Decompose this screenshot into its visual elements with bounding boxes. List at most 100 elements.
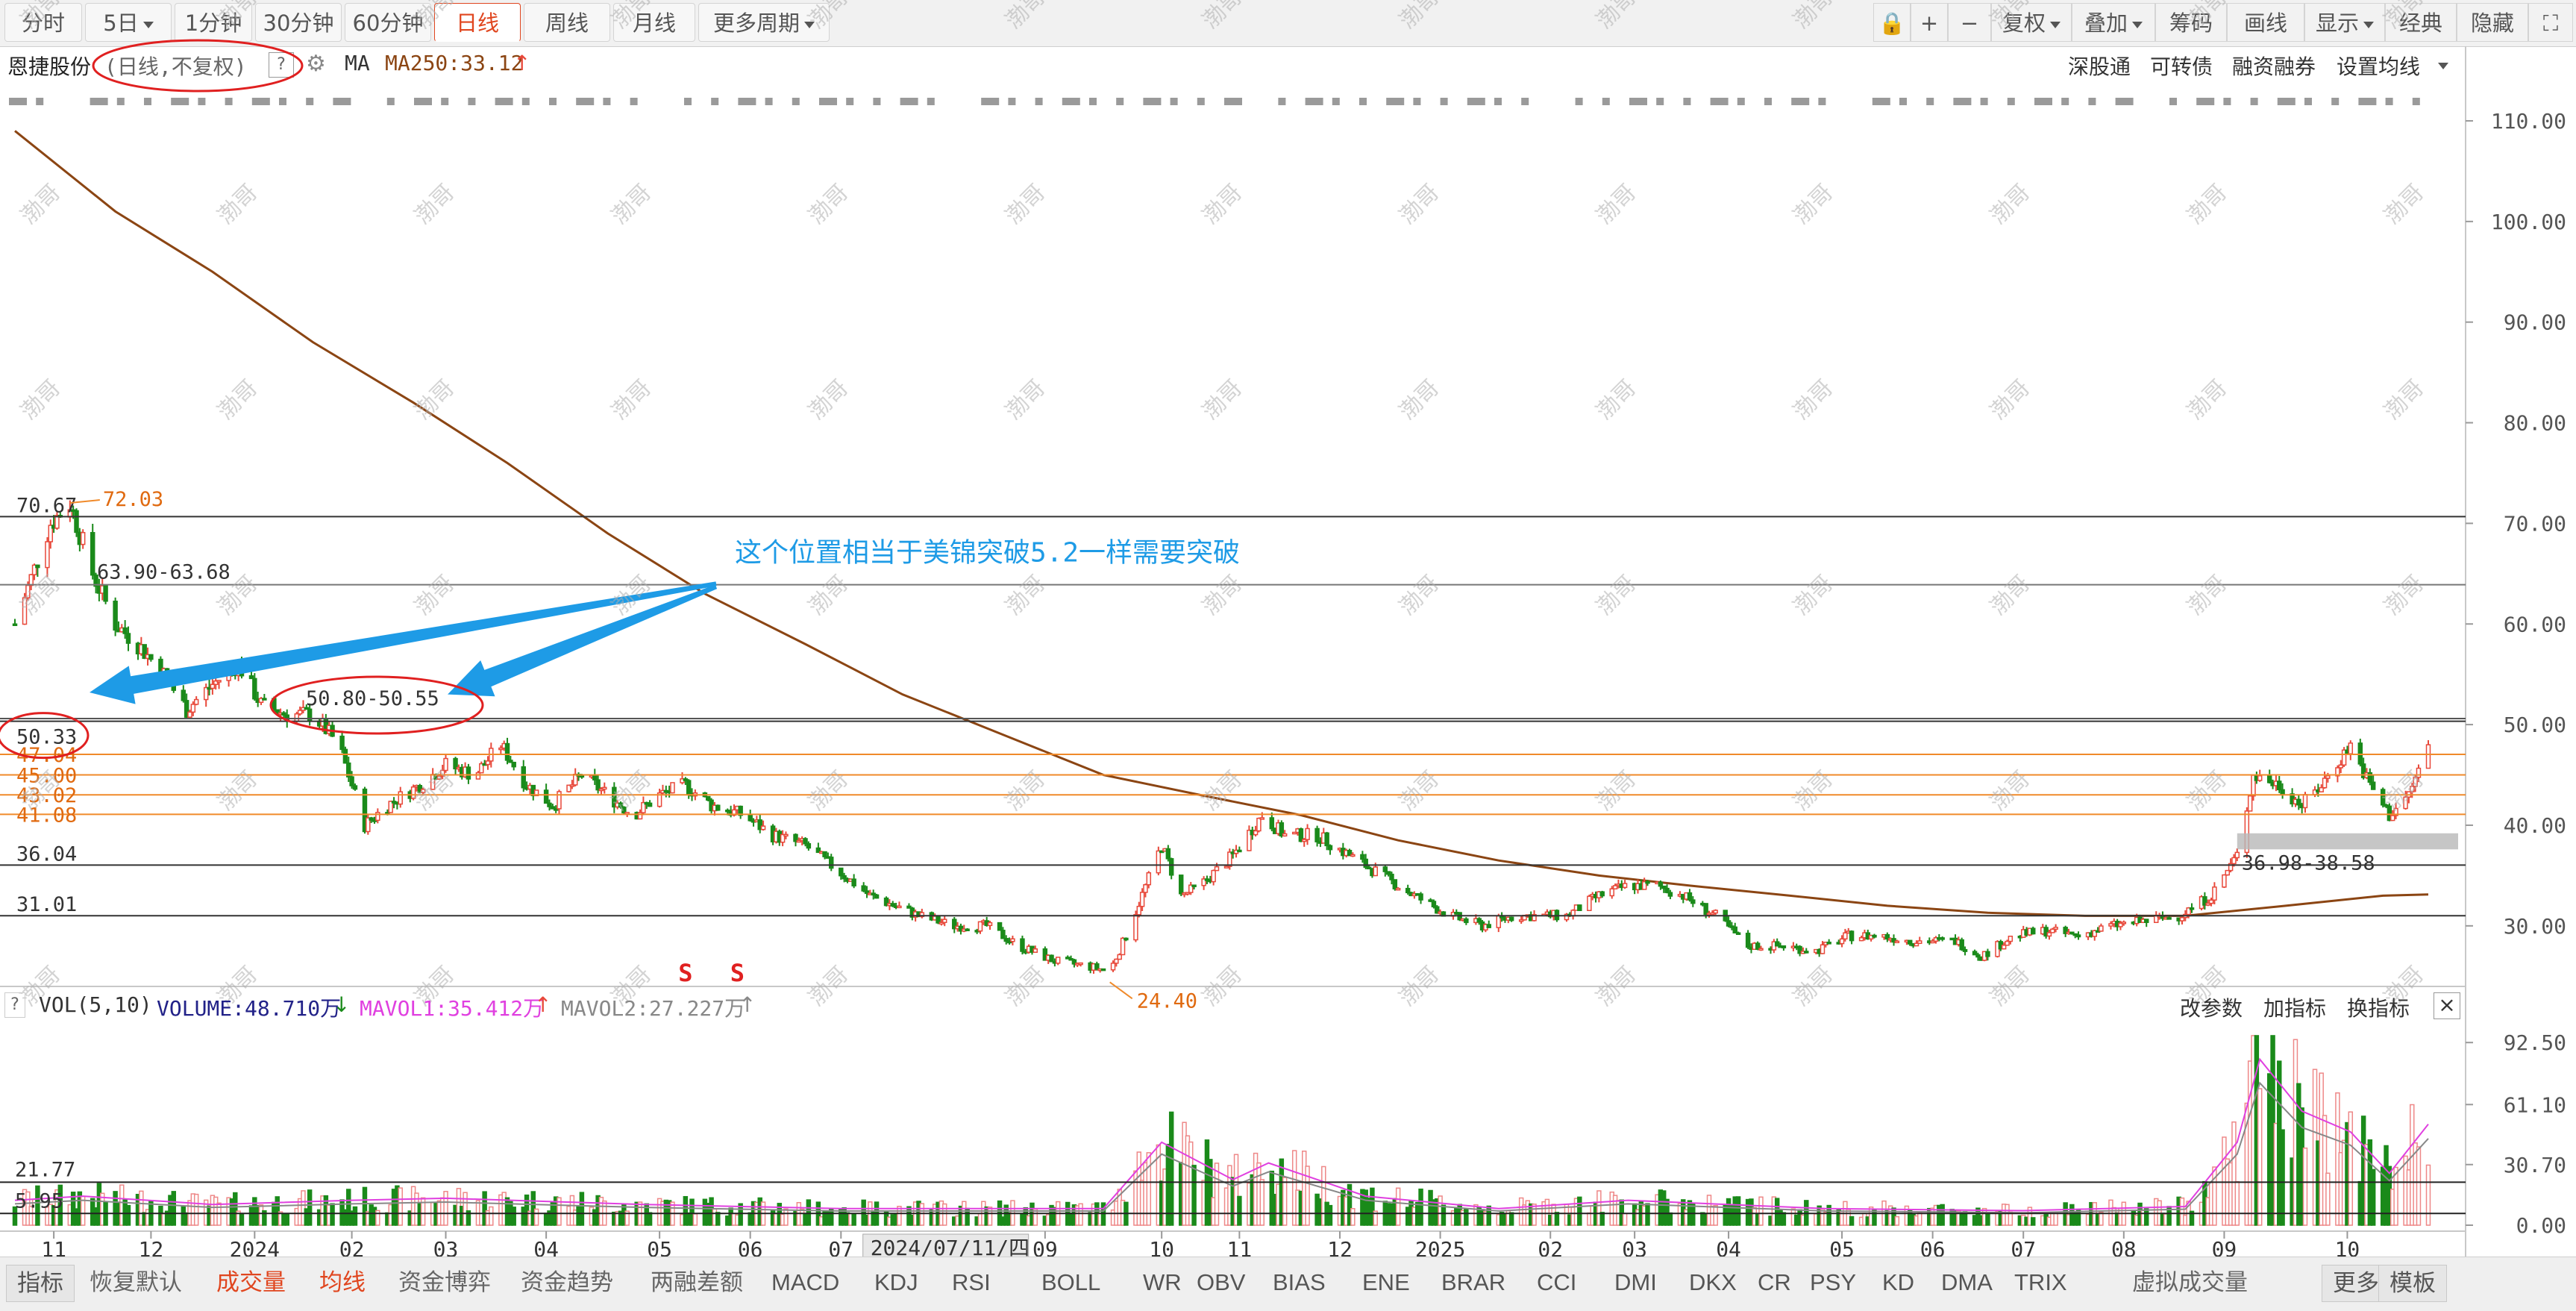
period-tab-1[interactable]: 5日 [85,3,172,42]
period-tab-2[interactable]: 1分钟 [175,3,252,42]
indicator-tab-10[interactable]: BOLL [1041,1269,1101,1295]
indicator-tab-9[interactable]: RSI [952,1269,991,1295]
volume-bar [624,1210,630,1226]
vol-action-3[interactable]: × [2434,992,2460,1019]
toolbar-right-3[interactable]: 复权 [1991,3,2072,42]
toolbar-right-8[interactable]: 经典 [2385,3,2457,42]
indicator-tab-21[interactable]: KD [1882,1269,1915,1295]
indicator-tab-4[interactable]: 资金博弈 [398,1269,491,1296]
period-tab-0[interactable]: 分时 [4,3,82,42]
link-0[interactable]: 深股通 [2068,54,2131,79]
toolbar-right-7[interactable]: 显示 [2304,3,2385,42]
candle-body [1269,817,1275,830]
help-icon[interactable]: ? [269,52,294,78]
indicator-tab-2[interactable]: 成交量 [216,1269,286,1296]
candle-body [1003,938,1009,942]
price-tick-label: 100.00 [2491,210,2566,234]
toolbar-right-6[interactable]: 画线 [2227,3,2304,42]
indicator-tab-11[interactable]: WR [1143,1269,1182,1295]
period-tab-7[interactable]: 月线 [613,3,695,42]
candle-body [1486,924,1491,928]
indicator-tab-15[interactable]: BRAR [1441,1269,1506,1295]
link-2[interactable]: 融资融券 [2232,54,2316,79]
indicator-tab-16[interactable]: CCI [1537,1269,1577,1295]
indicator-tab-17[interactable]: DMI [1614,1269,1657,1295]
volume-bar [783,1208,789,1226]
indicator-tab-7[interactable]: MACD [771,1269,840,1295]
indicator-tab-24[interactable]: 虚拟成交量 [2132,1269,2248,1296]
candle-body [2043,927,2049,937]
candle-body [647,802,653,807]
indicator-tab-14[interactable]: ENE [1362,1269,1410,1295]
volume-bar [489,1206,494,1226]
candle-body [498,747,504,751]
indicator-tab-13[interactable]: BIAS [1273,1269,1326,1295]
vol-action-0[interactable]: 改参数 [2180,996,2243,1021]
candle-body [346,762,351,777]
indicator-tab-19[interactable]: CR [1758,1269,1791,1295]
ma250-value: MA250:33.12 [385,51,524,75]
candle-body [738,805,743,816]
period-tab-8[interactable]: 更多周期 [698,3,830,42]
watermark-text: 渤哥 [1197,375,1247,425]
watermark-text: 渤哥 [2182,570,2232,620]
indicator-tab-12[interactable]: OBV [1197,1269,1246,1295]
candle-body [369,817,374,821]
link-1[interactable]: 可转债 [2150,54,2213,79]
candle-body [453,757,458,770]
toolbar-right-9[interactable]: 隐藏 [2457,3,2528,42]
candle-body [706,795,711,801]
volume-bar [1078,1203,1083,1226]
toolbar-right-1[interactable]: + [1911,3,1948,42]
watermark-text: 渤哥 [1394,0,1444,34]
candle-body [1211,869,1216,883]
marker-glyph [1089,98,1097,105]
indicator-tab-26[interactable]: 模板 [2378,1265,2447,1302]
chevron-down-icon[interactable] [2438,63,2448,69]
toolbar-right-label: − [1960,10,1979,36]
candle-body [592,775,598,780]
period-tab-5[interactable]: 日线 [434,3,521,42]
toolbar-right-2[interactable]: − [1948,3,1991,42]
link-3[interactable]: 设置均线 [2337,54,2421,79]
indicator-tab-22[interactable]: DMA [1941,1269,1993,1295]
indicator-tab-23[interactable]: TRIX [2014,1269,2067,1295]
price-tick-label: 40.00 [2504,813,2566,838]
toolbar-right-4[interactable]: 叠加 [2072,3,2155,42]
gear-icon[interactable]: ⚙ [306,51,326,77]
candle-body [148,654,154,660]
candle-body [822,851,827,857]
marker-glyph [927,98,935,105]
candle-body [2234,851,2240,859]
period-tab-4[interactable]: 60分钟 [345,3,431,42]
level-label: 50.33 [16,726,77,749]
indicator-tab-6[interactable]: 两融差额 [651,1269,743,1296]
volume-bar [1917,1212,1922,1226]
indicator-tab-3[interactable]: 均线 [319,1269,366,1296]
toolbar-right-label: 画线 [2243,10,2287,36]
volume-bar [1321,1165,1326,1226]
indicator-tab-8[interactable]: KDJ [874,1269,918,1295]
vol-help-icon[interactable]: ? [4,992,25,1018]
vol-action-2[interactable]: 换指标 [2347,996,2410,1021]
vol-action-1[interactable]: 加指标 [2263,996,2327,1021]
marker-glyph [90,98,108,105]
candle-body [1476,918,1482,923]
indicator-tab-5[interactable]: 资金趋势 [521,1269,613,1296]
toolbar-right-5[interactable]: 筹码 [2155,3,2227,42]
marker-glyph [2061,98,2069,105]
candle-body [952,919,957,930]
adjust-mode[interactable]: (日线,不复权) [104,54,247,79]
toolbar-right-10[interactable]: ⛶ [2528,3,2573,42]
kline-chart[interactable]: 21.77 5.95 70.67 63.90-63.68 50.80-50.55 50.… [0,0,2576,1257]
period-tab-6[interactable]: 周线 [524,3,610,42]
candle-body [1373,866,1378,877]
indicator-tab-18[interactable]: DKX [1689,1269,1737,1295]
chevron-down-icon [804,21,815,28]
period-tab-3[interactable]: 30分钟 [255,3,342,42]
x-tick-label: 09 [2212,1237,2237,1257]
indicator-tab-1[interactable]: 恢复默认 [90,1269,182,1296]
indicator-tab-0[interactable]: 指标 [6,1265,75,1302]
indicator-tab-20[interactable]: PSY [1810,1269,1857,1295]
toolbar-right-0[interactable]: 🔒 [1873,3,1911,42]
